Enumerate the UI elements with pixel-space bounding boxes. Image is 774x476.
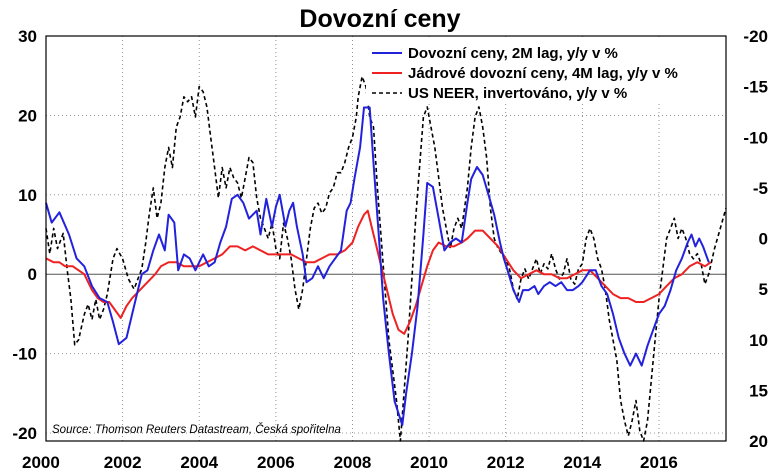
y-left-tick-label: 20	[18, 106, 37, 125]
y-right-tick-label: -10	[743, 128, 768, 147]
chart-title: Dovozní ceny	[299, 5, 460, 33]
x-tick-label: 2010	[410, 453, 448, 472]
y-right-tick-label: 0	[759, 230, 768, 249]
x-tick-label: 2008	[334, 453, 372, 472]
plot-frame	[45, 35, 727, 442]
x-tick-label: 2000	[22, 453, 60, 472]
legend-label-3: US NEER, invertováno, y/y v %	[408, 85, 627, 102]
x-tick-labels: 2000 2002 2004 2006 2008 2010 2012 2014 2016	[22, 453, 678, 472]
series-layer	[45, 75, 727, 442]
y-left-tick-label: 0	[28, 265, 37, 284]
y-right-tick-label: 5	[759, 280, 768, 299]
x-tick-label: 2014	[563, 453, 601, 472]
y-left-tick-label: 30	[18, 27, 37, 46]
y-right-tick-labels: -20 -15 -10 -5 0 5 10 15 20	[743, 27, 768, 451]
y-right-tick-label: 15	[749, 381, 768, 400]
legend-label-2: Jádrové dovozní ceny, 4M lag, y/y v %	[408, 65, 678, 82]
series-line-1	[45, 106, 710, 427]
x-tick-label: 2004	[180, 453, 218, 472]
y-left-tick-label: -20	[12, 424, 37, 443]
y-left-tick-label: -10	[12, 345, 37, 364]
x-tick-label: 2002	[104, 453, 142, 472]
legend: Dovozní ceny, 2M lag, y/y v % Jádrové do…	[366, 40, 722, 104]
y-right-tick-label: -15	[743, 78, 768, 97]
series-line-2	[45, 209, 712, 335]
legend-label-1: Dovozní ceny, 2M lag, y/y v %	[408, 45, 618, 62]
source-note: Source: Thomson Reuters Datastream, Česk…	[52, 423, 341, 436]
y-left-tick-labels: 30 20 10 0 -10 -20	[12, 27, 37, 443]
x-tick-label: 2016	[640, 453, 678, 472]
x-tick-label: 2006	[257, 453, 295, 472]
y-right-tick-label: -5	[753, 179, 768, 198]
y-left-tick-label: 10	[18, 186, 37, 205]
y-right-tick-label: 10	[749, 331, 768, 350]
legend-box	[366, 40, 722, 104]
series-line-3	[45, 75, 727, 442]
x-tick-label: 2012	[487, 453, 525, 472]
y-right-tick-label: -20	[743, 27, 768, 46]
y-right-tick-label: 20	[749, 432, 768, 451]
